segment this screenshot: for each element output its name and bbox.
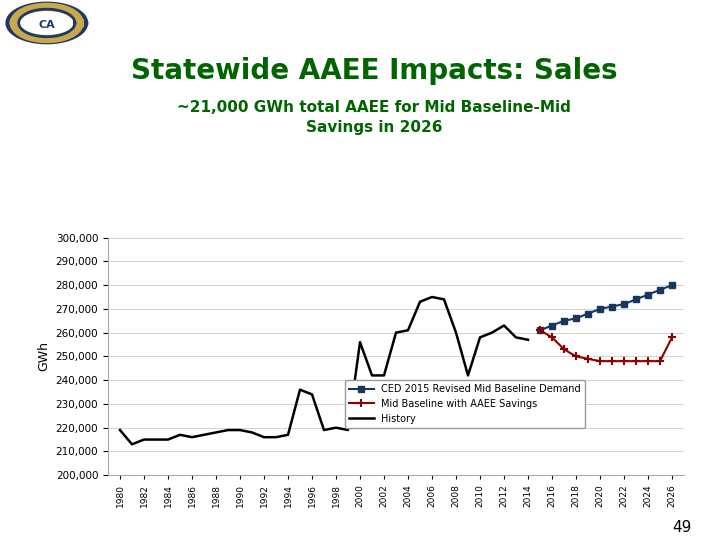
- History: [127, 441, 136, 448]
- History: [140, 436, 148, 443]
- History: [212, 429, 220, 436]
- History: [176, 431, 184, 438]
- History: [415, 299, 424, 305]
- CED 2015 Revised Mid Baseline Demand: [667, 282, 676, 288]
- History: [199, 431, 208, 438]
- CED 2015 Revised Mid Baseline Demand: [584, 310, 593, 317]
- History: [523, 336, 532, 343]
- CED 2015 Revised Mid Baseline Demand: [572, 315, 580, 322]
- History: [512, 334, 521, 341]
- CED 2015 Revised Mid Baseline Demand: [620, 301, 629, 307]
- Mid Baseline with AAEE Savings: [620, 358, 629, 365]
- History: [332, 424, 341, 431]
- History: [379, 372, 388, 379]
- CED 2015 Revised Mid Baseline Demand: [559, 318, 568, 324]
- CED 2015 Revised Mid Baseline Demand: [548, 322, 557, 329]
- Mid Baseline with AAEE Savings: [572, 353, 580, 360]
- CED 2015 Revised Mid Baseline Demand: [656, 287, 665, 293]
- CED 2015 Revised Mid Baseline Demand: [608, 303, 616, 310]
- History: [163, 436, 172, 443]
- History: [188, 434, 197, 441]
- Mid Baseline with AAEE Savings: [631, 358, 640, 365]
- History: [296, 387, 305, 393]
- Legend: CED 2015 Revised Mid Baseline Demand, Mid Baseline with AAEE Savings, History: CED 2015 Revised Mid Baseline Demand, Mi…: [346, 380, 585, 428]
- History: [451, 329, 460, 336]
- Text: Statewide AAEE Impacts: Sales: Statewide AAEE Impacts: Sales: [131, 57, 618, 85]
- Mid Baseline with AAEE Savings: [548, 334, 557, 341]
- History: [248, 429, 256, 436]
- History: [440, 296, 449, 302]
- History: [343, 427, 352, 433]
- History: [476, 334, 485, 341]
- CED 2015 Revised Mid Baseline Demand: [631, 296, 640, 302]
- Mid Baseline with AAEE Savings: [656, 358, 665, 365]
- History: [284, 431, 292, 438]
- CED 2015 Revised Mid Baseline Demand: [595, 306, 604, 312]
- History: [260, 434, 269, 441]
- Line: Mid Baseline with AAEE Savings: Mid Baseline with AAEE Savings: [536, 326, 676, 366]
- Mid Baseline with AAEE Savings: [644, 358, 652, 365]
- Text: 49: 49: [672, 519, 691, 535]
- History: [392, 329, 400, 336]
- Mid Baseline with AAEE Savings: [595, 358, 604, 365]
- History: [368, 372, 377, 379]
- History: [404, 327, 413, 334]
- History: [116, 427, 125, 433]
- History: [356, 339, 364, 346]
- Mid Baseline with AAEE Savings: [584, 355, 593, 362]
- Y-axis label: GWh: GWh: [37, 341, 50, 372]
- History: [271, 434, 280, 441]
- Text: CA: CA: [38, 20, 55, 30]
- History: [224, 427, 233, 433]
- History: [500, 322, 508, 329]
- History: [152, 436, 161, 443]
- Mid Baseline with AAEE Savings: [536, 327, 544, 334]
- CED 2015 Revised Mid Baseline Demand: [644, 292, 652, 298]
- Text: California Energy Commission: California Energy Commission: [232, 16, 488, 30]
- Mid Baseline with AAEE Savings: [667, 334, 676, 341]
- History: [320, 427, 328, 433]
- History: [464, 372, 472, 379]
- Line: CED 2015 Revised Mid Baseline Demand: CED 2015 Revised Mid Baseline Demand: [536, 282, 675, 334]
- Text: ~21,000 GWh total AAEE for Mid Baseline-Mid
Savings in 2026: ~21,000 GWh total AAEE for Mid Baseline-…: [177, 100, 572, 134]
- Mid Baseline with AAEE Savings: [608, 358, 616, 365]
- Mid Baseline with AAEE Savings: [559, 346, 568, 353]
- History: [307, 391, 316, 397]
- History: [235, 427, 244, 433]
- CED 2015 Revised Mid Baseline Demand: [536, 327, 544, 334]
- History: [487, 329, 496, 336]
- Line: History: History: [120, 297, 528, 444]
- History: [428, 294, 436, 300]
